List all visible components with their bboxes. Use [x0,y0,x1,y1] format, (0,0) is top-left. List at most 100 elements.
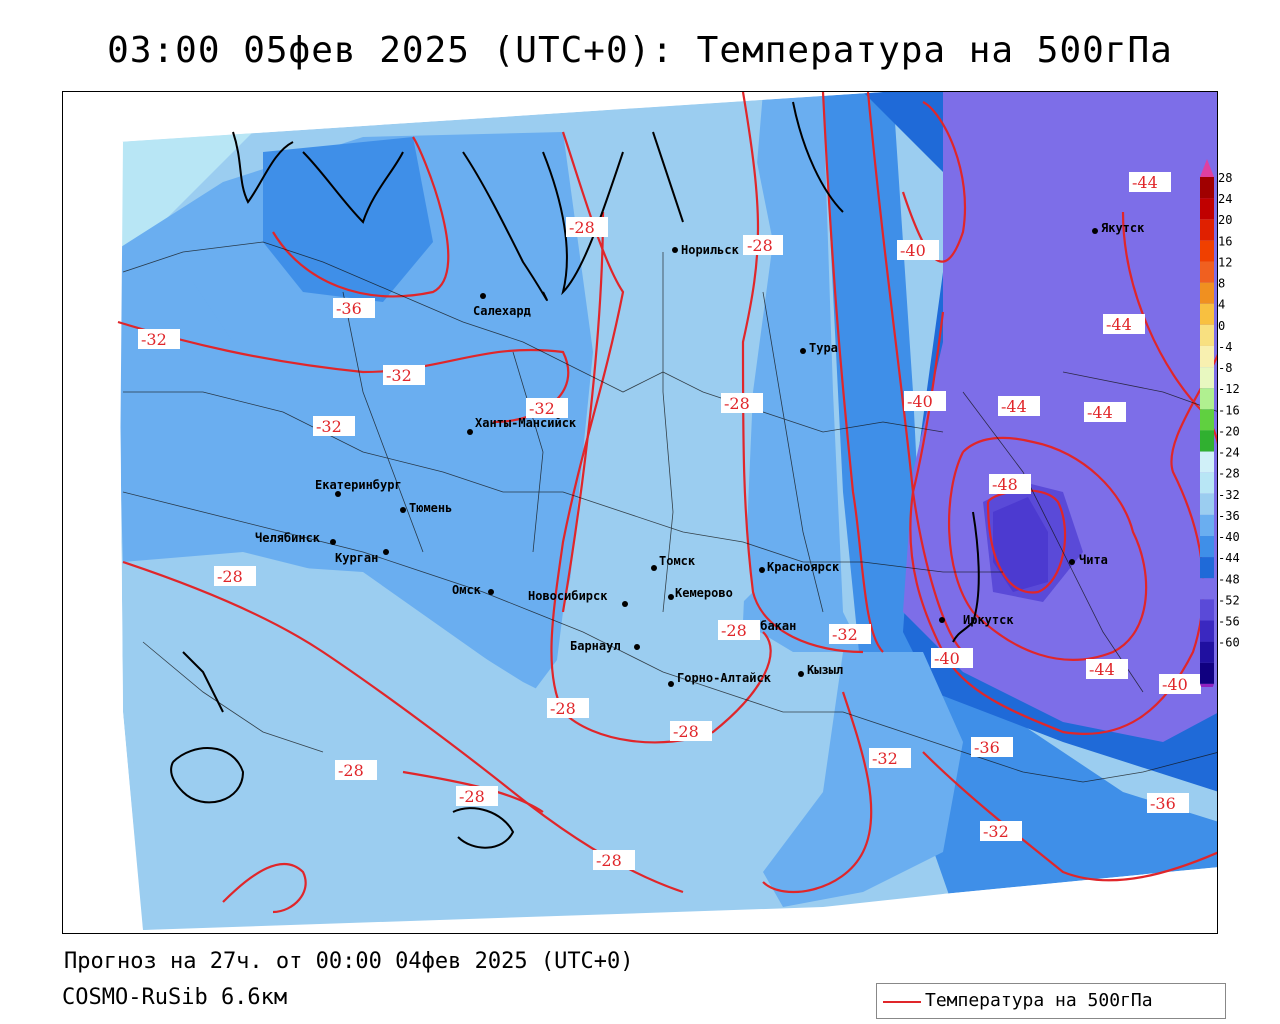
isoline-label: -32 [386,366,412,385]
city-dot [800,348,806,354]
scale-swatch [1200,303,1214,325]
city-dot [622,601,628,607]
scale-tick-label: 12 [1218,255,1232,269]
isoline-label: -40 [900,241,926,260]
isoline-label: -28 [596,851,622,870]
scale-tick-label: -36 [1218,509,1240,523]
isoline-label: -40 [1162,675,1188,694]
scale-swatch [1200,620,1214,642]
city-dot [335,491,341,497]
isoline-label: -32 [983,822,1009,841]
scale-tick-label: 4 [1218,298,1225,312]
scale-swatch [1200,367,1214,389]
scale-swatch [1200,472,1214,494]
scale-swatch [1200,261,1214,283]
isoline-label: -32 [316,417,342,436]
scale-swatch [1200,282,1214,304]
scale-tick-label: -24 [1218,446,1240,460]
scale-tick-label: -32 [1218,488,1240,502]
scale-tick-label: -56 [1218,615,1240,629]
isoline-label: -40 [934,649,960,668]
scale-swatch [1200,578,1214,600]
city-label-norilsk: Норильск [681,243,740,257]
isoline-label: -28 [459,787,485,806]
city-markers: Норильск Якутск Салехард Тура Ханты-Манс… [255,221,1145,687]
scale-tick-label: 0 [1218,319,1225,333]
scale-tick-label: -16 [1218,403,1240,417]
scale-tick-label: 20 [1218,213,1232,227]
scale-swatch [1200,514,1214,537]
isoline-labels: -28 -28 -44 -44 -36 -32 -32 -32 -28 -44 … [138,172,1201,870]
city-label-krasnoyarsk: Красноярск [767,560,840,574]
city-dot [1092,228,1098,234]
legend-label: Температура на 500гПа [925,990,1153,1011]
scale-tick-label: 8 [1218,277,1225,291]
city-label-tomsk: Томск [659,554,696,568]
isoline-label: -44 [1087,403,1113,422]
city-dot [668,681,674,687]
scale-tick-label: -4 [1218,340,1232,354]
legend-box: Температура на 500гПа [876,983,1226,1019]
isoline-label: -32 [832,625,858,644]
temperature-map[interactable]: Норильск Якутск Салехард Тура Ханты-Манс… [62,91,1218,934]
scale-bottom-arrow [1200,683,1214,702]
isoline-label: -36 [974,738,1000,757]
city-dot [672,247,678,253]
scale-swatch [1200,177,1214,199]
city-label-kemerovo: Кемерово [675,586,733,600]
temperature-fill [118,92,1217,930]
scale-swatch [1200,493,1214,515]
city-label-yekaterinburg: Екатеринбург [315,478,402,492]
scale-tick-label: -48 [1218,572,1240,586]
scale-swatch [1200,430,1214,452]
isoline-label: -32 [141,330,167,349]
isoline-label: -32 [529,399,555,418]
legend-line-swatch [883,1001,921,1003]
isoline-label: -28 [747,236,773,255]
city-dot [798,671,804,677]
city-dot [668,594,674,600]
scale-tick-label: -28 [1218,467,1240,481]
isoline-label: -48 [992,475,1018,494]
map-canvas: Норильск Якутск Салехард Тура Ханты-Манс… [63,92,1217,933]
scale-tick-label: -8 [1218,361,1232,375]
city-label-novosibirsk: Новосибирск [528,589,608,603]
isoline-label: -28 [673,722,699,741]
color-scale: 28 24 20 16 12 8 4 0 -4 -8 -12 -16 -20 -24 -28 -32 -36 -4… [1198,157,1258,702]
isoline-label: -44 [1106,315,1132,334]
city-label-tura: Тура [809,341,838,355]
city-label-salekhard: Салехард [473,304,531,318]
isoline-label: -28 [550,699,576,718]
isoline-label: -44 [1132,173,1158,192]
isoline-label: -36 [336,299,362,318]
model-name: COSMO-RuSib 6.6км [62,985,288,1010]
scale-swatch [1200,557,1214,579]
isoline-label: -44 [1001,397,1027,416]
scale-swatch [1200,198,1214,220]
city-dot [651,565,657,571]
city-dot [488,589,494,595]
scale-tick-label: -20 [1218,424,1240,438]
city-label-barnaul: Барнаул [570,639,621,653]
scale-swatch [1200,662,1214,684]
city-label-irkutsk: Иркутск [963,613,1014,627]
contour-lines [117,92,1217,914]
city-label-omsk: Омск [452,583,482,597]
city-label-gorno-altaysk: Горно-Алтайск [677,671,772,685]
scale-swatch [1200,324,1214,346]
isoline-label: -36 [1150,794,1176,813]
city-dot [383,549,389,555]
city-label-tyumen: Тюмень [409,501,452,515]
coastlines [170,101,980,849]
city-dot [939,617,945,623]
forecast-info: Прогноз на 27ч. от 00:00 04фев 2025 (UTC… [64,949,634,974]
city-label-yakutsk: Якутск [1101,221,1145,235]
scale-swatch [1200,240,1214,262]
scale-swatch [1200,641,1214,663]
city-label-kyzyl: Кызыл [807,663,843,677]
city-label-khanty-mansiysk: Ханты-Мансийск [475,416,577,430]
city-label-kurgan: Курган [335,551,378,565]
scale-swatch [1200,388,1214,410]
city-label-chelyabinsk: Челябинск [255,531,321,545]
scale-tick-label: -60 [1218,636,1240,650]
